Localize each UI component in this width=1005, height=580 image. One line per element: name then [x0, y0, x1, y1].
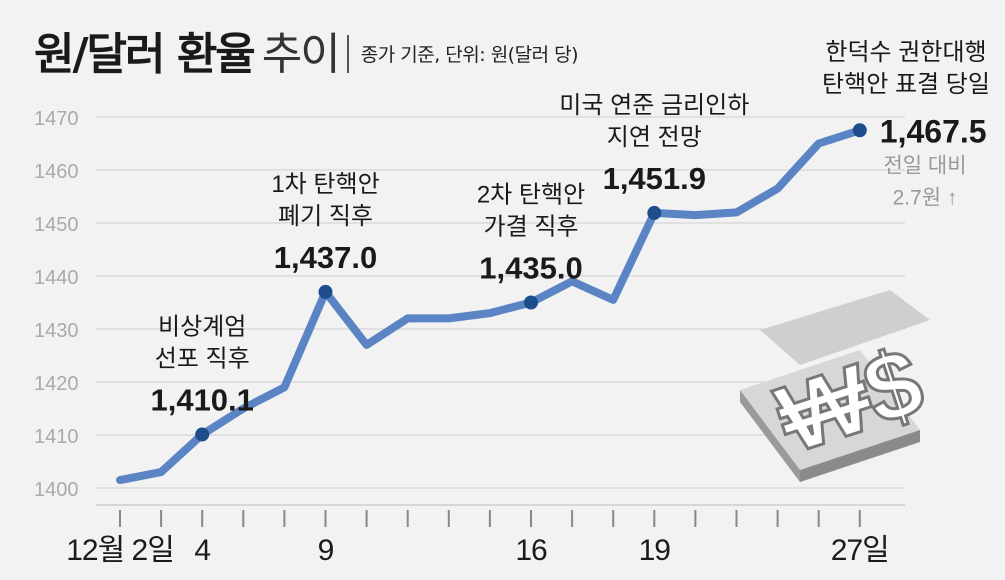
x-tick-label: 27일: [831, 534, 889, 567]
chart-title: 원/달러 환율 추이 종가 기준, 단위: 원(달러 당): [34, 18, 579, 82]
x-tick-label: 9: [318, 534, 334, 567]
axis-layer: 1400 1410 1420 1430 1440 1450 1460 1470 12월 2일 4 9…: [34, 108, 905, 567]
y-tick-label: 1400: [34, 479, 79, 501]
won-dollar-3d-icon: ₩$: [740, 290, 937, 482]
x-tick-label: 4: [194, 534, 210, 567]
title-main: 원/달러 환율: [34, 29, 256, 80]
data-label: 1,467.5: [880, 113, 987, 149]
title-sub: 추이: [261, 29, 341, 80]
y-tick-label: 1440: [34, 267, 79, 289]
y-tick-label: 1410: [34, 426, 79, 448]
data-label: 1,451.9: [603, 161, 706, 196]
data-point: [318, 284, 333, 299]
data-point: [852, 123, 867, 138]
x-tick-label: 19: [639, 534, 671, 567]
x-tick-label: 12월 2일: [66, 534, 174, 567]
y-tick-label: 1450: [34, 214, 79, 236]
annotation-text: 폐기 직후: [278, 203, 373, 230]
y-tick-label: 1460: [34, 161, 79, 183]
data-point: [195, 427, 210, 442]
annotation-text: 가결 직후: [484, 214, 579, 241]
annotation-text: 1차 탄핵안: [271, 171, 379, 198]
x-tick-label: 16: [515, 534, 547, 567]
data-point: [647, 205, 662, 220]
y-tick-label: 1420: [34, 373, 79, 395]
data-point: [524, 295, 538, 310]
annotation-text: 비상계엄: [158, 313, 246, 340]
annotation-text: 2차 탄핵안: [477, 182, 585, 209]
annotation-text: 지연 전망: [607, 124, 702, 151]
y-tick-label: 1470: [34, 108, 79, 130]
unit-note: 종가 기준, 단위: 원(달러 당): [360, 44, 579, 66]
series-line: [116, 126, 864, 485]
annotation-text: 탄핵안 표결 당일: [822, 71, 990, 98]
annotation-text: 미국 연준 금리인하: [559, 92, 749, 119]
points-layer: [195, 123, 867, 442]
annotation-text: 선포 직후: [155, 345, 250, 372]
data-label: 1,435.0: [479, 251, 582, 286]
data-label: 1,410.1: [150, 382, 253, 417]
series-layer: [116, 126, 864, 485]
annotation-note: 2.7원 ↑: [893, 186, 958, 209]
y-tick-label: 1430: [34, 320, 79, 342]
data-label: 1,437.0: [274, 240, 377, 275]
annotation-note: 전일 대비: [883, 154, 966, 177]
title-divider: [346, 35, 349, 73]
annotation-text: 한덕수 권한대행: [825, 39, 986, 66]
